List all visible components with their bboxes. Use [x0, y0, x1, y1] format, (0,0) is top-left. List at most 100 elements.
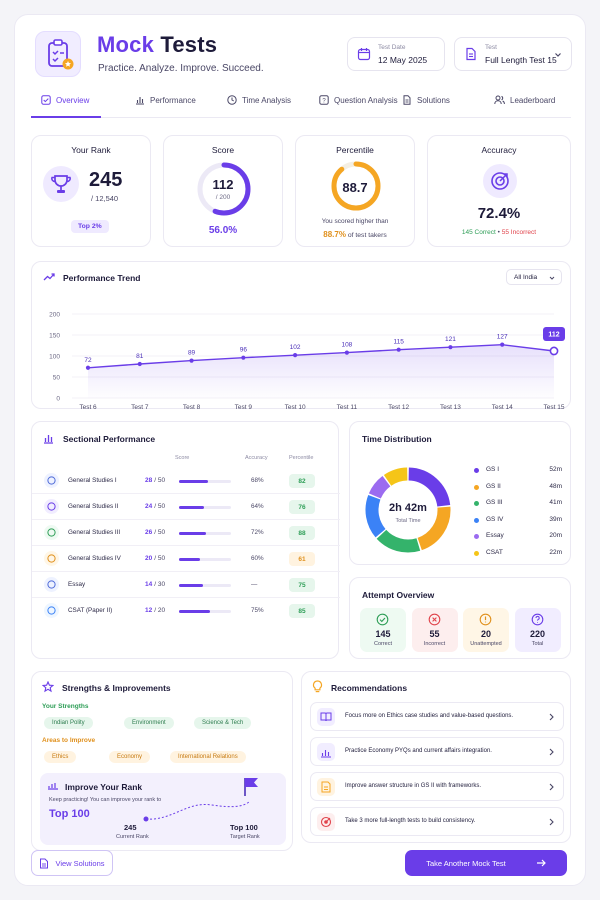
legend-swatch	[474, 550, 479, 556]
tab-performance[interactable]: Performance	[135, 96, 196, 118]
chevron-right-icon	[549, 783, 554, 791]
donut-slice[interactable]	[383, 467, 408, 486]
attempt-value: 145	[375, 629, 391, 639]
section-score-max: / 50	[154, 528, 166, 536]
donut-slice[interactable]	[408, 467, 451, 507]
section-row[interactable]: General Studies III 26/ 50 72% 88	[32, 522, 340, 546]
trend-point[interactable]	[448, 345, 453, 350]
page-title: Mock Tests	[97, 32, 217, 58]
strength-chip: Indian Polity	[44, 717, 93, 729]
areas-label: Areas to Improve	[42, 737, 96, 744]
donut-slice[interactable]	[368, 475, 391, 499]
donut-slice[interactable]	[417, 506, 451, 551]
trend-title: Performance Trend	[63, 273, 141, 283]
time-total-label: Total Time	[395, 518, 421, 524]
tab-overview[interactable]: Overview	[31, 95, 101, 118]
section-accuracy: 60%	[251, 555, 264, 562]
test-selector[interactable]: Test Full Length Test 15	[454, 37, 572, 71]
trend-point-label: 108	[341, 342, 352, 349]
improve-rank-panel: Improve Your Rank Keep practicing! You c…	[40, 773, 286, 845]
trend-point[interactable]	[344, 350, 349, 355]
tab-time-analysis-label: Time Analysis	[242, 96, 292, 105]
tab-time-analysis[interactable]: Time Analysis	[227, 95, 292, 118]
calendar-icon	[357, 48, 371, 61]
trend-point[interactable]	[189, 358, 194, 363]
recommendation-item[interactable]: Focus more on Ethics case studies and va…	[310, 702, 564, 731]
trend-point[interactable]	[549, 346, 559, 356]
section-percentile-badge: 88	[289, 526, 315, 540]
x-circle-icon	[428, 613, 441, 626]
section-score-value: 26	[145, 528, 153, 536]
pen-icon	[44, 577, 59, 592]
question-icon: ?	[319, 95, 329, 105]
attempt-value: 55	[429, 629, 440, 639]
trend-point[interactable]	[241, 355, 246, 360]
section-row[interactable]: General Studies IV 20/ 50 60% 61	[32, 548, 340, 572]
donut-slice[interactable]	[365, 494, 386, 538]
tab-question-analysis[interactable]: ? Question Analysis	[319, 95, 398, 118]
percentile-line2: 88.7% of test takers	[296, 230, 414, 239]
section-score-bar-fill	[179, 584, 204, 587]
trend-point-label: 121	[445, 336, 456, 343]
section-score-max: / 20	[154, 606, 166, 614]
chart-icon	[317, 743, 335, 761]
check-circle-icon	[376, 613, 389, 626]
book-icon	[317, 708, 335, 726]
trend-filter-dropdown[interactable]: All India	[506, 269, 562, 285]
recommendation-item[interactable]: Take 3 more full-length tests to build c…	[310, 807, 564, 836]
percentile-line2-rest: of test takers	[347, 232, 387, 239]
take-another-test-button[interactable]: Take Another Mock Test	[405, 850, 567, 876]
attempt-stat: 20 Unattempted	[463, 608, 509, 652]
section-accuracy: 72%	[251, 529, 264, 536]
section-accuracy: 75%	[251, 607, 264, 614]
col-accuracy-header: Accuracy	[245, 455, 268, 461]
trend-point-label: 89	[188, 350, 196, 357]
section-row[interactable]: Essay 14/ 30 — 75	[32, 574, 340, 598]
section-row[interactable]: General Studies II 24/ 50 64% 76	[32, 496, 340, 520]
donut-slice[interactable]	[376, 529, 421, 553]
tab-leaderboard[interactable]: Leaderboard	[494, 95, 555, 118]
target-rank-label: Target Rank	[230, 834, 260, 840]
tab-solutions[interactable]: Solutions	[402, 95, 450, 118]
section-score-max: / 50	[154, 554, 166, 562]
target-rank-value: Top 100	[230, 823, 258, 832]
attempt-title: Attempt Overview	[362, 590, 435, 600]
recommendation-item[interactable]: Practice Economy PYQs and current affair…	[310, 737, 564, 766]
recommendation-item[interactable]: Improve answer structure in GS II with f…	[310, 772, 564, 801]
attempt-stat: 220 Total	[514, 608, 561, 652]
test-value: Full Length Test 15	[485, 55, 557, 65]
section-score-value: 12	[145, 606, 153, 614]
tab-overview-label: Overview	[56, 96, 90, 105]
percentile-card: Percentile 88.7 You scored higher than 8…	[295, 135, 415, 247]
view-solutions-button[interactable]: View Solutions	[31, 850, 113, 876]
accuracy-sep: •	[497, 229, 500, 236]
trend-filter-value: All India	[514, 274, 538, 281]
performance-trend-card: Performance Trend All India 200 150 100 50 0…	[31, 261, 571, 410]
area-chip: Economy	[109, 751, 151, 763]
accuracy-card: Accuracy 72.4% 145 Correct • 55 Incorrec…	[427, 135, 571, 247]
calculator-icon	[44, 603, 59, 618]
checkbox-icon	[41, 95, 51, 105]
legend-swatch	[474, 517, 479, 523]
target-icon	[483, 164, 517, 198]
trend-point[interactable]	[85, 365, 91, 370]
improve-text: Keep practicing! You can improve your ra…	[49, 797, 162, 803]
take-test-label: Take Another Mock Test	[426, 858, 506, 868]
legend-name: GS III	[486, 499, 503, 506]
section-score-max: / 30	[154, 580, 166, 588]
trend-point[interactable]	[293, 353, 298, 358]
score-percent: 56.0%	[208, 225, 238, 236]
section-percentile-badge: 75	[289, 578, 315, 592]
trend-point[interactable]	[500, 342, 505, 347]
trend-point[interactable]	[137, 361, 142, 367]
section-row[interactable]: General Studies I 28/ 50 68% 82	[32, 470, 340, 494]
attempt-label: Total	[531, 641, 544, 647]
test-date-selector[interactable]: Test Date 12 May 2025	[347, 37, 445, 71]
percentile-ring	[331, 161, 381, 211]
section-name: CSAT (Paper II)	[68, 607, 113, 614]
trend-point[interactable]	[396, 347, 401, 352]
section-accuracy: 64%	[251, 503, 264, 510]
chevron-right-icon	[549, 713, 554, 721]
section-row[interactable]: CSAT (Paper II) 12/ 20 75% 85	[32, 600, 340, 624]
tab-solutions-label: Solutions	[417, 96, 450, 105]
